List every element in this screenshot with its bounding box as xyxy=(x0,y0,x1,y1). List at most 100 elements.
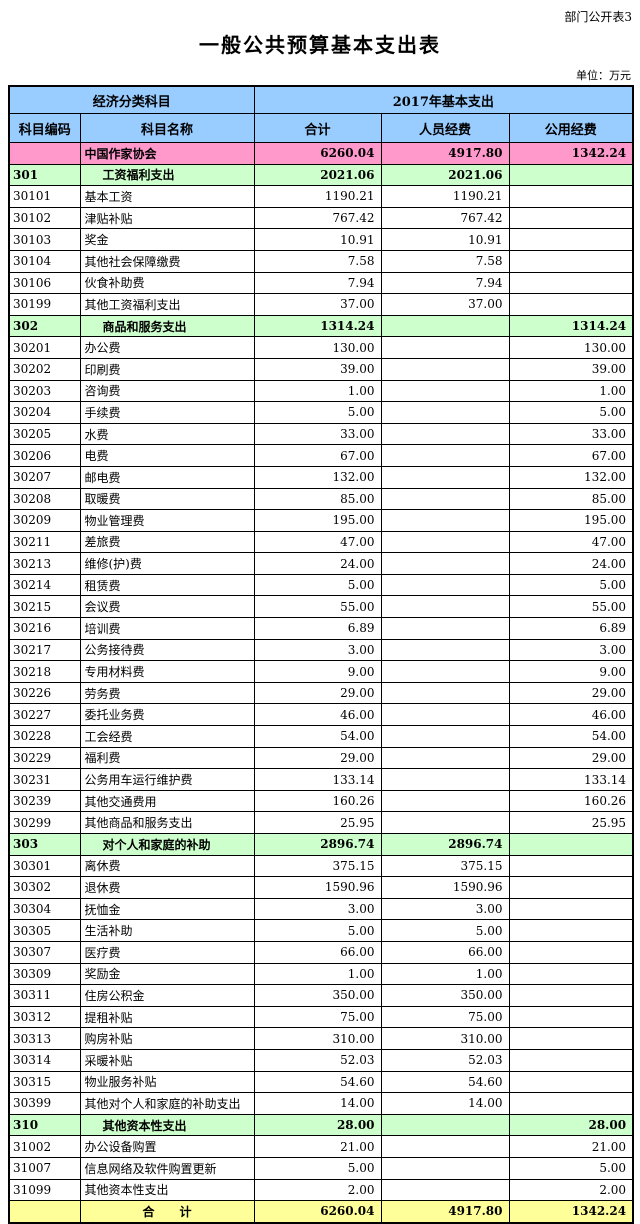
code-cell: 30226 xyxy=(8,681,81,705)
code-cell: 30231 xyxy=(8,768,81,791)
total-cell: 375.15 xyxy=(253,854,382,878)
table-row: 30311 住房公积金 350.00 350.00 xyxy=(8,984,634,1007)
table-row: 30209 物业管理费 195.00 195.00 xyxy=(8,509,634,532)
code-cell: 30301 xyxy=(8,854,81,878)
personnel-cell xyxy=(380,444,510,467)
total-cell: 130.00 xyxy=(253,336,382,359)
code-cell: 30205 xyxy=(8,422,81,446)
code-cell: 30217 xyxy=(8,638,81,662)
table-row: 31002 办公设备购置 21.00 21.00 xyxy=(8,1135,634,1158)
code-cell: 31007 xyxy=(8,1156,81,1180)
code-cell: 30106 xyxy=(8,271,81,295)
code-cell: 30228 xyxy=(8,725,81,748)
name-cell: 伙食补助费 xyxy=(79,271,255,295)
table-row: 30315 物业服务补贴 54.60 54.60 xyxy=(8,1070,634,1094)
table-row: 30205 水费 33.00 33.00 xyxy=(8,422,634,446)
code-cell: 30307 xyxy=(8,940,81,964)
table-row: 30399 其他对个人和家庭的补助支出 14.00 14.00 xyxy=(8,1092,634,1115)
total-cell: 66.00 xyxy=(253,940,382,964)
public-cell: 5.00 xyxy=(508,573,634,597)
personnel-cell xyxy=(380,487,510,511)
public-cell: 130.00 xyxy=(508,336,634,359)
table-row: 30201 办公费 130.00 130.00 xyxy=(8,336,634,359)
name-cell: 住房公积金 xyxy=(79,984,255,1007)
table-row: 30299 其他商品和服务支出 25.95 25.95 xyxy=(8,811,634,834)
code-cell: 30213 xyxy=(8,552,81,575)
personnel-cell xyxy=(380,703,510,727)
total-cell: 133.14 xyxy=(253,768,382,791)
total-cell: 6260.04 xyxy=(253,142,382,165)
table-row: 31099 其他资本性支出 2.00 2.00 xyxy=(8,1178,634,1202)
total-cell: 37.00 xyxy=(253,293,382,316)
personnel-cell xyxy=(380,357,510,381)
personnel-cell: 7.58 xyxy=(380,249,510,273)
personnel-cell: 10.91 xyxy=(380,228,510,251)
personnel-cell: 54.60 xyxy=(380,1070,510,1094)
table-row: 30215 会议费 55.00 55.00 xyxy=(8,595,634,619)
name-cell: 咨询费 xyxy=(79,379,255,403)
code-cell: 30208 xyxy=(8,487,81,511)
personnel-cell xyxy=(380,681,510,705)
name-cell: 退休费 xyxy=(79,876,255,899)
total-cell: 85.00 xyxy=(253,487,382,511)
personnel-cell xyxy=(380,768,510,791)
code-cell: 30201 xyxy=(8,336,81,359)
name-cell: 差旅费 xyxy=(79,530,255,554)
public-cell: 1342.24 xyxy=(508,1200,634,1224)
table-row: 30239 其他交通费用 160.26 160.26 xyxy=(8,789,634,813)
public-cell: 5.00 xyxy=(508,401,634,424)
name-cell: 租赁费 xyxy=(79,573,255,597)
code-cell: 30103 xyxy=(8,228,81,251)
personnel-cell xyxy=(380,789,510,813)
total-cell: 25.95 xyxy=(253,811,382,834)
personnel-cell: 2896.74 xyxy=(380,833,510,856)
code-cell: 30203 xyxy=(8,379,81,403)
group-header-row: 经济分类科目 2017年基本支出 xyxy=(8,85,634,114)
table-row: 30104 其他社会保障缴费 7.58 7.58 xyxy=(8,249,634,273)
name-cell: 其他资本性支出 xyxy=(79,1113,255,1137)
personnel-cell xyxy=(380,379,510,403)
total-cell: 5.00 xyxy=(253,573,382,597)
table-row: 30216 培训费 6.89 6.89 xyxy=(8,617,634,640)
personnel-cell xyxy=(380,1178,510,1202)
table-row: 30206 电费 67.00 67.00 xyxy=(8,444,634,467)
col-header-total: 合计 xyxy=(253,113,382,143)
personnel-cell: 767.42 xyxy=(380,206,510,230)
code-cell: 31002 xyxy=(8,1135,81,1158)
personnel-cell xyxy=(380,617,510,640)
code-cell: 30218 xyxy=(8,660,81,683)
public-cell: 1342.24 xyxy=(508,142,634,165)
name-cell: 公务接待费 xyxy=(79,638,255,662)
name-cell: 商品和服务支出 xyxy=(79,314,255,338)
doc-label: 部门公开表3 xyxy=(564,10,632,24)
table-row: 30218 专用材料费 9.00 9.00 xyxy=(8,660,634,683)
code-cell: 31099 xyxy=(8,1178,81,1202)
code-cell: 30216 xyxy=(8,617,81,640)
table-row: 30213 维修(护)费 24.00 24.00 xyxy=(8,552,634,575)
public-cell: 47.00 xyxy=(508,530,634,554)
public-cell xyxy=(508,833,634,856)
table-row: 30199 其他工资福利支出 37.00 37.00 xyxy=(8,293,634,316)
total-cell: 2021.06 xyxy=(253,163,382,187)
personnel-cell: 1190.21 xyxy=(380,185,510,208)
name-cell: 手续费 xyxy=(79,401,255,424)
group-header-economic: 经济分类科目 xyxy=(8,85,255,114)
name-cell: 公务用车运行维护费 xyxy=(79,768,255,791)
public-cell: 85.00 xyxy=(508,487,634,511)
col-header-public: 公用经费 xyxy=(508,113,634,143)
public-cell: 55.00 xyxy=(508,595,634,619)
table-row: 30211 差旅费 47.00 47.00 xyxy=(8,530,634,554)
name-cell: 其他工资福利支出 xyxy=(79,293,255,316)
code-cell: 30227 xyxy=(8,703,81,727)
personnel-cell xyxy=(380,530,510,554)
total-cell: 1190.21 xyxy=(253,185,382,208)
total-cell: 195.00 xyxy=(253,509,382,532)
public-cell: 29.00 xyxy=(508,746,634,770)
personnel-cell: 1.00 xyxy=(380,962,510,986)
personnel-cell: 1590.96 xyxy=(380,876,510,899)
total-cell: 47.00 xyxy=(253,530,382,554)
name-cell: 专用材料费 xyxy=(79,660,255,683)
personnel-cell xyxy=(380,660,510,683)
table-row: 30208 取暖费 85.00 85.00 xyxy=(8,487,634,511)
public-cell: 21.00 xyxy=(508,1135,634,1158)
